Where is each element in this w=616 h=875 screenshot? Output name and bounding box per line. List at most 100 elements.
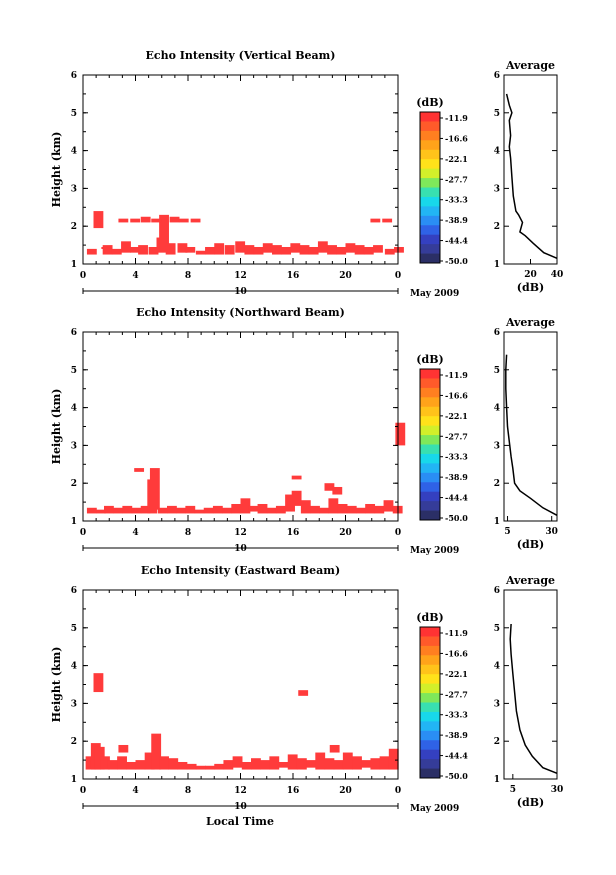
echo-cell bbox=[291, 475, 302, 480]
echo-cell bbox=[159, 756, 169, 770]
colorbar-label: -50.0 bbox=[445, 513, 468, 523]
colorbar-swatch bbox=[420, 444, 440, 455]
colorbar-swatch bbox=[420, 244, 440, 254]
echo-cell bbox=[291, 490, 302, 506]
avg-profile-line bbox=[505, 93, 558, 259]
echo-cell bbox=[324, 758, 335, 770]
echo-cell bbox=[135, 760, 146, 770]
y-tick-label: 2 bbox=[71, 737, 77, 747]
chart-title: Echo Intensity (Eastward Beam) bbox=[141, 564, 340, 577]
echo-cell bbox=[333, 760, 344, 770]
echo-cell bbox=[176, 507, 187, 514]
colorbar-swatch bbox=[420, 112, 440, 122]
x-tick-label: 0 bbox=[395, 786, 401, 796]
echo-cell bbox=[361, 760, 372, 768]
avg-frame bbox=[503, 589, 558, 780]
echo-cell bbox=[248, 505, 259, 512]
colorbar-label: -22.1 bbox=[445, 154, 468, 164]
x-tick-label: 16 bbox=[287, 528, 300, 538]
y-tick-label: 1 bbox=[71, 775, 77, 785]
x-tick-label: 4 bbox=[132, 786, 138, 796]
x-tick-label: 8 bbox=[185, 786, 191, 796]
echo-cell bbox=[370, 758, 381, 770]
echo-cell bbox=[354, 245, 365, 255]
avg-y-tick-label: 3 bbox=[494, 699, 500, 709]
colorbar-label: -38.9 bbox=[445, 730, 468, 740]
echo-cell bbox=[113, 507, 124, 514]
y-tick-label: 1 bbox=[71, 517, 77, 527]
echo-cell bbox=[94, 746, 105, 770]
echo-cell bbox=[306, 760, 316, 768]
echo-cell bbox=[285, 494, 295, 512]
colorbar-swatch bbox=[420, 149, 440, 160]
colorbar-swatch bbox=[420, 397, 440, 408]
colorbar-swatch bbox=[420, 749, 440, 760]
colorbar-swatch bbox=[420, 225, 440, 236]
echo-cell bbox=[117, 756, 127, 770]
y-tick-label: 3 bbox=[71, 184, 77, 194]
colorbar-swatch bbox=[420, 721, 440, 732]
colorbar-label: -44.4 bbox=[445, 493, 468, 503]
x-tick-label: 12 bbox=[234, 271, 247, 281]
echo-cell bbox=[342, 752, 353, 770]
plot-frame bbox=[82, 74, 399, 265]
x-tick-label: 0 bbox=[80, 271, 86, 281]
echo-cell bbox=[195, 250, 206, 255]
colorbar-unit: (dB) bbox=[416, 96, 443, 109]
colorbar-swatch bbox=[420, 491, 440, 502]
echo-cell bbox=[222, 507, 232, 514]
echo-cell bbox=[118, 218, 129, 223]
avg-y-tick-label: 2 bbox=[494, 479, 500, 489]
avg-x-tick-label: 5 bbox=[504, 527, 510, 537]
echo-cell bbox=[140, 216, 151, 223]
colorbar-label: -16.6 bbox=[445, 390, 468, 400]
chart-title: Echo Intensity (Vertical Beam) bbox=[145, 49, 335, 62]
avg-x-tick-label: 20 bbox=[524, 270, 537, 280]
echo-cell bbox=[299, 245, 310, 255]
echo-cell bbox=[165, 243, 176, 255]
echo-cell bbox=[308, 246, 319, 255]
echo-cell bbox=[224, 245, 235, 255]
echo-cell bbox=[159, 214, 169, 249]
colorbar-label: -27.7 bbox=[445, 689, 468, 699]
echo-cell bbox=[373, 245, 383, 253]
echo-cell bbox=[244, 245, 255, 255]
echo-cell bbox=[134, 468, 145, 472]
colorbar-swatch bbox=[420, 482, 440, 493]
colorbar-swatch bbox=[420, 693, 440, 703]
echo-cell bbox=[205, 246, 215, 255]
echo-cell bbox=[195, 765, 206, 770]
colorbar-label: -11.9 bbox=[445, 370, 468, 380]
echo-cell bbox=[144, 752, 155, 770]
colorbar-frame bbox=[419, 368, 441, 521]
echo-cell bbox=[327, 245, 337, 255]
colorbar-label: -44.4 bbox=[445, 751, 468, 761]
avg-title: Average bbox=[505, 574, 555, 587]
colorbar-swatch bbox=[420, 636, 440, 647]
plot-frame bbox=[82, 331, 399, 522]
echo-cell bbox=[272, 245, 282, 255]
date-label: May 2009 bbox=[410, 289, 459, 299]
avg-x-tick-label: 40 bbox=[551, 270, 564, 280]
colorbar-swatch bbox=[420, 206, 440, 217]
avg-frame bbox=[503, 331, 558, 522]
echo-cell bbox=[251, 758, 261, 770]
colorbar-swatch bbox=[420, 730, 440, 741]
echo-cell bbox=[203, 507, 214, 514]
echo-cell bbox=[223, 760, 234, 770]
echo-cell bbox=[352, 756, 362, 770]
echo-cell bbox=[269, 756, 280, 770]
echo-cell bbox=[151, 218, 162, 223]
avg-y-tick-label: 4 bbox=[494, 404, 500, 414]
colorbar-swatch bbox=[420, 472, 440, 483]
colorbar-swatch bbox=[420, 463, 440, 474]
echo-cell bbox=[118, 744, 129, 753]
echo-cell bbox=[185, 246, 196, 253]
echo-cell bbox=[178, 218, 189, 223]
x-tick-label: 0 bbox=[80, 786, 86, 796]
avg-x-label: (dB) bbox=[517, 796, 544, 809]
echo-cell bbox=[235, 241, 246, 253]
echo-cell bbox=[337, 503, 348, 514]
echo-cell bbox=[205, 765, 215, 770]
